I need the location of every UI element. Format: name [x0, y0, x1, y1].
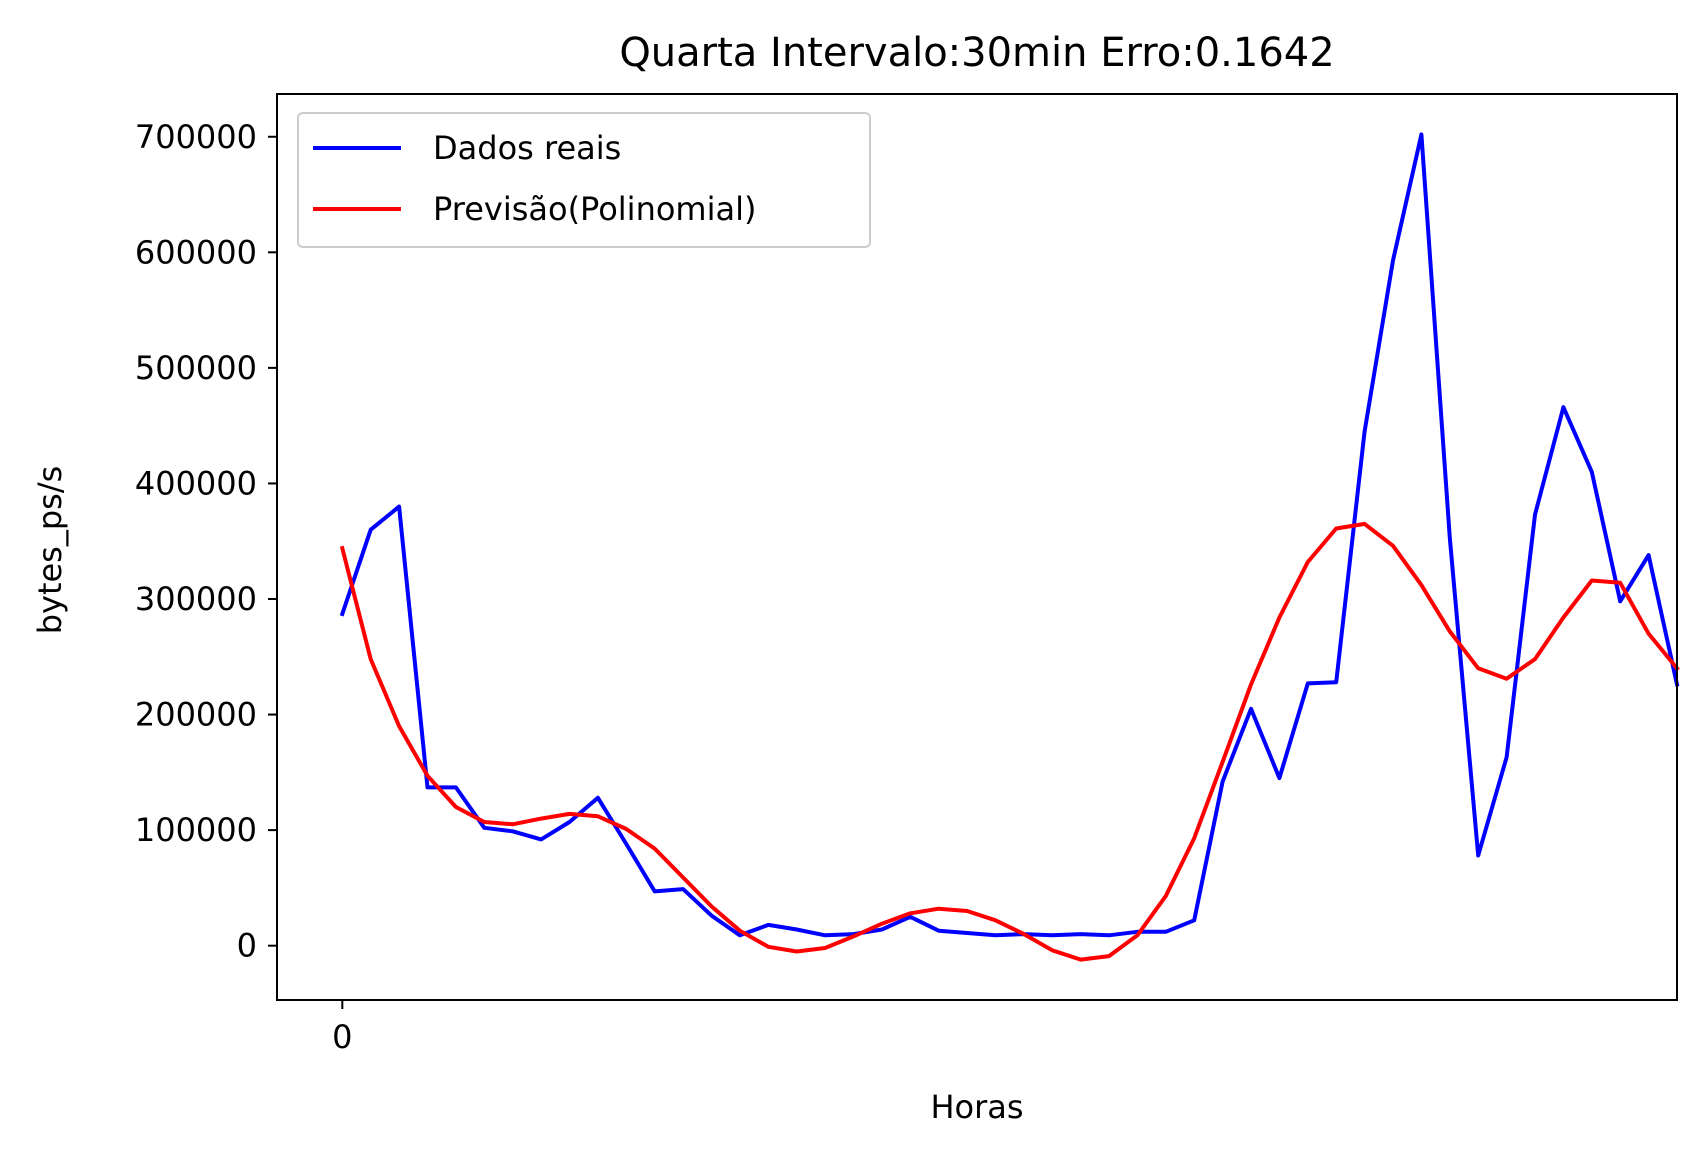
legend-label-dados-reais: Dados reais — [433, 129, 621, 167]
y-tick-label: 500000 — [135, 349, 257, 387]
plot-area: 0 100000 200000 300000 400000 500000 600000 700… — [135, 93, 1680, 1056]
series-line-previsao-polinomial — [339, 521, 1680, 962]
legend-box — [297, 112, 871, 248]
series-line-dados-reais — [339, 132, 1680, 938]
x-axis-label: Horas — [930, 1088, 1023, 1126]
y-tick-label: 400000 — [135, 464, 257, 502]
y-tick-label: 700000 — [135, 118, 257, 156]
legend-label-previsao-polinomial: Previsão(Polinomial) — [433, 190, 756, 228]
y-tick-label: 100000 — [135, 811, 257, 849]
x-tick-label: 0 — [332, 1018, 352, 1056]
y-tick-label: 600000 — [135, 233, 257, 271]
y-tick-label: 200000 — [135, 696, 257, 734]
y-axis-label: bytes_ps/s — [31, 466, 69, 635]
y-tick-label: 300000 — [135, 580, 257, 618]
y-tick-label: 0 — [237, 927, 257, 965]
legend: Dados reais Previsão(Polinomial) — [297, 112, 871, 248]
axes-frame — [276, 93, 1678, 1001]
chart-title: Quarta Intervalo:30min Erro:0.1642 — [619, 30, 1334, 76]
